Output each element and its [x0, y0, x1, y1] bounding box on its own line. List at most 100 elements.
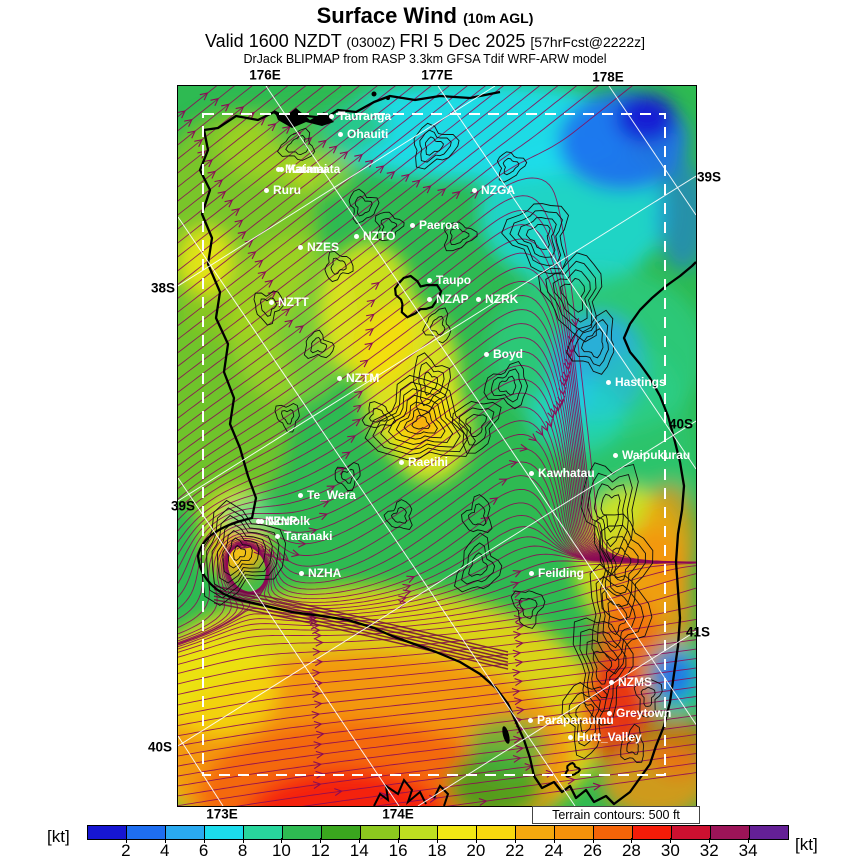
- station-dot: [337, 376, 342, 381]
- colorbar-cell-3: [203, 826, 243, 839]
- page-title: Surface Wind (10m AGL): [0, 2, 850, 30]
- colorbar-unit-right: [kt]: [795, 835, 818, 854]
- graticule-layer: [178, 86, 696, 806]
- colorbar-cell-6: [320, 826, 360, 839]
- station-dot: [528, 718, 533, 723]
- map-header: Surface Wind (10m AGL) Valid 1600 NZDT (…: [0, 2, 850, 68]
- wind-map-canvas: [178, 86, 696, 806]
- colorbar-tick: [281, 838, 283, 843]
- station-label-nzms: NZMS: [609, 675, 652, 689]
- station-label-greytown: Greytown: [607, 706, 671, 720]
- terrain-contour-layer: [200, 122, 663, 763]
- colorbar-tick-label-10: 10: [271, 841, 291, 860]
- colorbar-cell-0: [88, 826, 126, 839]
- wind-speed-colorbar: [87, 825, 789, 840]
- station-label-paeroa: Paeroa: [410, 218, 459, 232]
- axis-label-41s: 41S: [685, 624, 711, 640]
- station-label-tauranga: Tauranga: [329, 109, 391, 123]
- axis-label-39s: 39S: [696, 169, 722, 185]
- station-label-nzto: NZTO: [354, 229, 395, 243]
- station-dot: [299, 571, 304, 576]
- streamline-layer: [178, 86, 696, 806]
- colorbar-tick: [631, 838, 633, 843]
- station-dot: [529, 571, 534, 576]
- station-label-hastings: Hastings: [606, 375, 666, 389]
- station-labels-layer: Tauranga Ohauiti Matamata Kaimai Ruru NZGA Pae…: [178, 86, 696, 806]
- station-dot: [329, 114, 334, 119]
- station-dot: [427, 297, 432, 302]
- valid-utc: (0300Z): [346, 33, 400, 50]
- axis-label-173e: 173E: [206, 806, 238, 822]
- colorbar-tick: [398, 838, 400, 843]
- station-label-nzap: NZAP: [427, 292, 469, 306]
- axis-label-174e: 174E: [382, 806, 414, 822]
- station-label-feilding: Feilding: [529, 566, 584, 580]
- station-label-paraparaumu: Paraparaumu: [528, 713, 614, 727]
- colorbar-tick: [670, 838, 672, 843]
- colorbar-tick-label-6: 6: [198, 841, 209, 860]
- colorbar-tick-label-28: 28: [621, 841, 641, 860]
- colorbar-cell-17: [748, 826, 788, 839]
- station-dot: [472, 188, 477, 193]
- station-label-nztm: NZTM: [337, 371, 379, 385]
- colorbar-tick: [203, 838, 205, 843]
- axis-label-40s: 40S: [147, 739, 173, 755]
- station-dot: [264, 188, 269, 193]
- station-label-hutt_valley: Hutt_Valley: [568, 730, 642, 744]
- colorbar-cell-15: [671, 826, 710, 839]
- colorbar-cell-8: [398, 826, 438, 839]
- colorbar-tick-label-22: 22: [505, 841, 525, 860]
- station-dot: [276, 167, 281, 172]
- wind-map: Tauranga Ohauiti Matamata Kaimai Ruru NZGA Pae…: [177, 85, 697, 807]
- station-label-waipukurau: Waipukurau: [613, 448, 690, 462]
- station-dot: [399, 460, 404, 465]
- colorbar-cell-7: [359, 826, 399, 839]
- colorbar-tick: [320, 838, 322, 843]
- station-dot: [427, 278, 432, 283]
- colorbar-cell-16: [710, 826, 749, 839]
- colorbar-tick-label-20: 20: [466, 841, 486, 860]
- valid-prefix: Valid 1600 NZDT: [205, 30, 347, 51]
- station-label-matamata: Matamata: [276, 162, 340, 176]
- colorbar-tick: [164, 838, 166, 843]
- colorbar-tick-label-30: 30: [660, 841, 680, 860]
- colorbar-tick-label-12: 12: [310, 841, 330, 860]
- station-label-taupo: Taupo: [427, 273, 471, 287]
- colorbar-tick-label-32: 32: [699, 841, 719, 860]
- station-dot: [298, 245, 303, 250]
- colorbar-tick-label-34: 34: [738, 841, 758, 860]
- colorbar-tick-label-26: 26: [583, 841, 603, 860]
- station-dot: [279, 167, 284, 172]
- axis-label-178e: 178E: [592, 69, 624, 85]
- station-label-nznp: NZNP: [256, 514, 298, 528]
- colorbar-cell-5: [281, 826, 321, 839]
- station-label-nzes: NZES: [298, 240, 339, 254]
- colorbar-cell-10: [476, 826, 516, 839]
- station-dot: [606, 380, 611, 385]
- model-line: DrJack BLIPMAP from RASP 3.3km GFSA Tdif…: [243, 52, 607, 66]
- station-label-taranaki: Taranaki: [275, 529, 332, 543]
- title-level-text: (10m AGL): [463, 10, 534, 26]
- colorbar-tick: [709, 838, 711, 843]
- station-label-kawhatau: Kawhatau: [529, 466, 595, 480]
- valid-date: FRI 5 Dec 2025: [399, 30, 531, 51]
- station-dot: [609, 680, 614, 685]
- station-dot: [484, 352, 489, 357]
- station-label-nzha: NZHA: [299, 566, 341, 580]
- colorbar-tick-label-16: 16: [388, 841, 408, 860]
- coastline-layer: [196, 90, 696, 806]
- title-text: Surface Wind: [316, 3, 457, 28]
- colorbar-cell-1: [125, 826, 165, 839]
- station-label-raetihi: Raetihi: [399, 455, 448, 469]
- station-label-norfolk: Norfolk: [259, 514, 310, 528]
- station-dot: [275, 534, 280, 539]
- colorbar-tick: [475, 838, 477, 843]
- valid-time-line: Valid 1600 NZDT (0300Z) FRI 5 Dec 2025 […: [0, 30, 850, 53]
- colorbar-cell-4: [242, 826, 282, 839]
- station-dot: [256, 519, 261, 524]
- station-dot: [338, 132, 343, 137]
- colorbar-tick: [125, 838, 127, 843]
- axis-label-38s: 38S: [150, 280, 176, 296]
- station-label-nztt: NZTT: [269, 295, 309, 309]
